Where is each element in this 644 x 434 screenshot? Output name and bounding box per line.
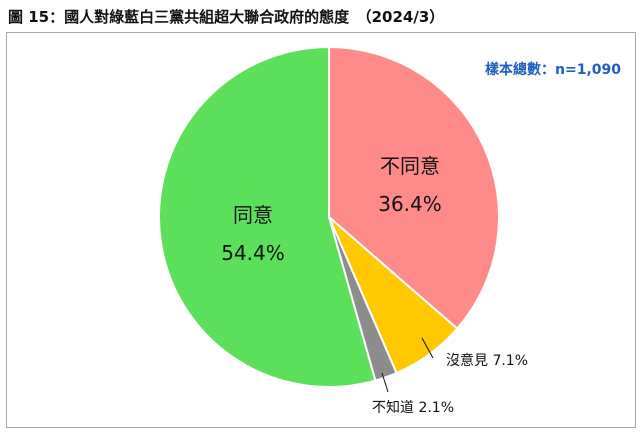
slice-label: 同意 <box>233 203 273 227</box>
slice-value-label: 54.4% <box>221 241 285 265</box>
figure-title: 圖 15：國人對綠藍白三黨共組超大聯合政府的態度 （2024/3） <box>8 8 445 26</box>
chart-frame: 樣本總數：n=1,090 <box>6 32 636 428</box>
leader-line <box>421 337 434 359</box>
pie-slice <box>328 45 500 331</box>
leader-line <box>381 372 389 393</box>
pie-slice <box>158 45 377 388</box>
slice-label: 不同意 <box>380 154 440 178</box>
slice-value-label: 36.4% <box>378 192 442 216</box>
slice-callout-label: 不知道 2.1% <box>372 399 454 416</box>
sample-size-note: 樣本總數：n=1,090 <box>485 62 621 78</box>
slice-callout-label: 沒意見 7.1% <box>446 352 528 369</box>
